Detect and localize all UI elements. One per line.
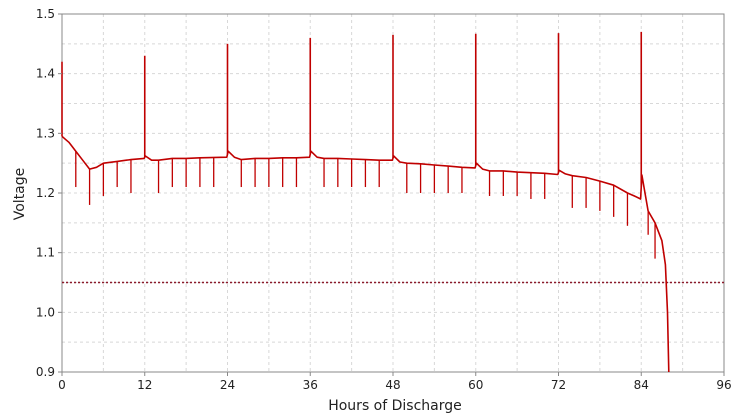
y-tick-label: 1.0 bbox=[36, 305, 55, 319]
x-tick-label: 48 bbox=[385, 378, 400, 392]
y-tick-label: 1.4 bbox=[36, 67, 55, 81]
y-tick-label: 1.5 bbox=[36, 7, 55, 21]
x-tick-label: 72 bbox=[551, 378, 566, 392]
series-layer bbox=[61, 31, 670, 373]
x-axis-ticks: 0 12 24 36 48 60 72 84 96 bbox=[58, 372, 732, 392]
x-axis-title: Hours of Discharge bbox=[328, 398, 462, 414]
y-tick-label: 1.1 bbox=[36, 246, 55, 260]
x-tick-label: 0 bbox=[58, 378, 66, 392]
x-tick-label: 36 bbox=[303, 378, 318, 392]
x-tick-label: 96 bbox=[716, 378, 731, 392]
y-tick-label: 1.3 bbox=[36, 126, 55, 140]
x-tick-label: 12 bbox=[137, 378, 152, 392]
x-tick-label: 84 bbox=[634, 378, 649, 392]
y-tick-label: 0.9 bbox=[36, 365, 55, 379]
y-axis-title: Voltage bbox=[12, 168, 28, 221]
x-tick-label: 60 bbox=[468, 378, 483, 392]
y-tick-label: 1.2 bbox=[36, 186, 55, 200]
y-axis-ticks: 0.9 1.0 1.1 1.2 1.3 1.4 1.5 bbox=[36, 7, 62, 379]
x-tick-label: 24 bbox=[220, 378, 235, 392]
